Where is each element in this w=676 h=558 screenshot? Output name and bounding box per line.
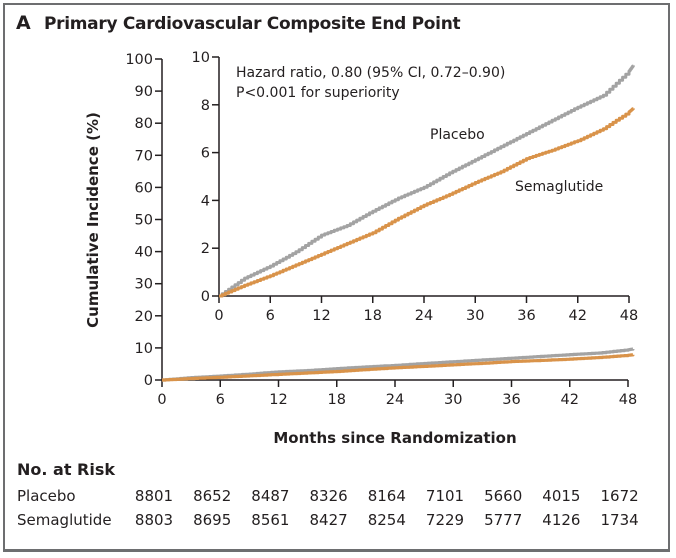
inset-x-tick-label: 30 <box>466 308 484 324</box>
risk-value: 8326 <box>309 487 348 505</box>
main-x-tick-label: 36 <box>502 392 520 408</box>
inset-y-tick-label: 2 <box>201 241 210 257</box>
main-y-tick-label: 10 <box>135 341 153 357</box>
inset-series-line-semaglutide <box>219 107 635 298</box>
risk-value: 4126 <box>542 511 581 529</box>
main-x-tick-label: 30 <box>444 392 462 408</box>
main-x-tick-label: 6 <box>216 392 225 408</box>
main-x-tick-label: 18 <box>328 392 346 408</box>
inset-y-tick-label: 4 <box>201 193 210 209</box>
placebo-curve-label: Placebo <box>430 127 485 143</box>
inset-x-tick-label: 24 <box>415 308 433 324</box>
main-y-tick-label: 30 <box>135 277 153 293</box>
risk-value: 5660 <box>484 487 523 505</box>
main-y-tick-label: 60 <box>135 180 153 196</box>
main-x-tick-label: 48 <box>619 392 637 408</box>
inset-background <box>190 45 640 330</box>
x-axis-title: Months since Randomization <box>273 429 516 447</box>
risk-value: 8801 <box>134 487 174 505</box>
risk-row-label: Semaglutide <box>17 511 112 529</box>
main-series-line-semaglutide <box>162 353 635 382</box>
inset-x-tick-label: 48 <box>620 308 638 324</box>
risk-value: 8487 <box>251 487 290 505</box>
risk-value: 8427 <box>309 511 348 529</box>
main-y-tick-label: 20 <box>135 309 153 325</box>
main-y-tick-label: 70 <box>135 148 153 164</box>
main-x-tick-label: 0 <box>157 392 166 408</box>
inset-x-tick-label: 0 <box>214 308 223 324</box>
inset-y-tick-label: 6 <box>201 146 210 162</box>
y-axis-title: Cumulative Incidence (%) <box>84 112 102 328</box>
panel-letter: A <box>16 12 31 34</box>
risk-value: 7101 <box>425 487 465 505</box>
inset-x-tick-label: 6 <box>266 308 275 324</box>
risk-value: 8695 <box>193 511 232 529</box>
inset-x-tick-label: 36 <box>517 308 535 324</box>
risk-value: 5777 <box>484 511 523 529</box>
semaglutide-curve-label: Semaglutide <box>515 179 603 195</box>
main-x-tick-label: 42 <box>561 392 579 408</box>
risk-value: 8561 <box>251 511 290 529</box>
inset-x-tick-label: 12 <box>312 308 330 324</box>
main-x-tick-label: 24 <box>386 392 404 408</box>
inset-y-tick-label: 0 <box>201 289 210 305</box>
inset-y-tick-label: 10 <box>192 50 210 66</box>
risk-value: 8803 <box>134 511 174 529</box>
main-y-tick-label: 50 <box>135 213 153 229</box>
hazard-ratio-annotation: Hazard ratio, 0.80 (95% CI, 0.72–0.90) <box>236 65 505 81</box>
main-y-tick-label: 0 <box>144 373 153 389</box>
risk-value: 4015 <box>542 487 581 505</box>
main-x-tick-label: 12 <box>269 392 287 408</box>
inset-x-tick-label: 42 <box>569 308 587 324</box>
main-y-tick-label: 80 <box>135 116 153 132</box>
risk-value: 8652 <box>193 487 232 505</box>
inset-y-tick-label: 8 <box>201 98 210 114</box>
risk-row-label: Placebo <box>17 487 76 505</box>
inset-x-tick-label: 18 <box>364 308 382 324</box>
risk-value: 8254 <box>367 511 406 529</box>
inset-series-line-placebo <box>219 64 635 298</box>
main-y-tick-label: 100 <box>125 52 153 68</box>
risk-value: 7229 <box>425 511 465 529</box>
risk-row-semaglutide: Semaglutide 8803 8695 8561 8427 8254 7229 5777… <box>17 511 667 531</box>
main-y-tick-label: 90 <box>135 84 153 100</box>
risk-value: 8164 <box>367 487 406 505</box>
risk-value: 1734 <box>600 511 639 529</box>
risk-row-placebo: Placebo 8801 8652 8487 8326 8164 7101 5660 4015… <box>17 487 667 507</box>
risk-table-title: No. at Risk <box>17 460 116 479</box>
main-y-tick-label: 40 <box>135 245 153 261</box>
panel-title: Primary Cardiovascular Composite End Poi… <box>44 14 461 34</box>
risk-value: 1672 <box>600 487 639 505</box>
p-value-annotation: P<0.001 for superiority <box>236 85 400 101</box>
figure-frame <box>3 3 670 552</box>
